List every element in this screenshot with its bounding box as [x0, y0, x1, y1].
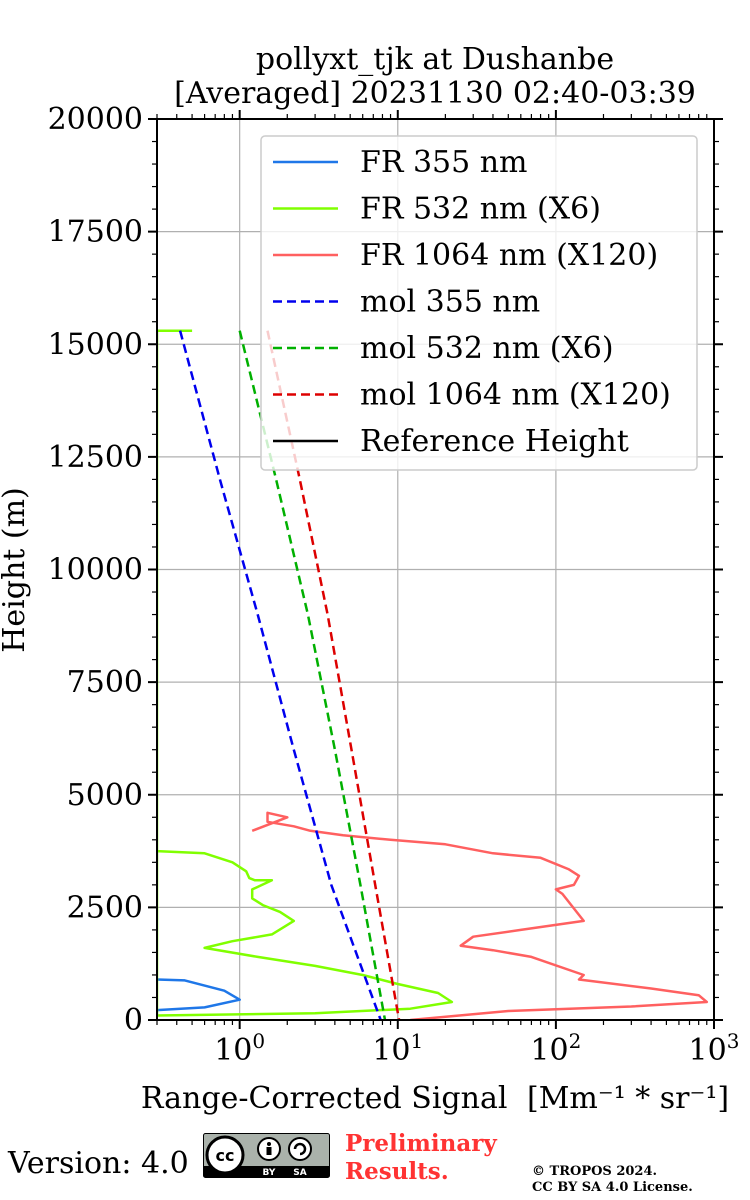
share-alike-icon: [288, 1137, 312, 1161]
version-label: Version: 4.0: [8, 1146, 189, 1181]
x-tick-labels: 100 101 102 103: [214, 1029, 739, 1068]
x-tick-label: 100: [214, 1029, 265, 1068]
lidar-profile-chart: 0 2500 5000 7500 10000 12500 15000 17500 20000 1…: [0, 102, 739, 1116]
legend-label-3: mol 355 nm: [360, 285, 540, 320]
y-tick-label: 5000: [67, 778, 143, 813]
legend-label-6: Reference Height: [360, 424, 629, 459]
y-tick-label: 7500: [67, 665, 143, 700]
legend-label-4: mol 532 nm (X6): [360, 331, 614, 366]
x-axis-label-text: Range-Corrected Signal: [141, 1081, 508, 1116]
copyright-line-1: © TROPOS 2024.: [532, 1164, 658, 1179]
x-tick-label: 103: [689, 1029, 740, 1068]
cc-by-sa-license-badge[interactable]: cc BY SA: [203, 1133, 330, 1178]
profile-line-0: [157, 978, 241, 1012]
preliminary-results-note: Preliminary Results.: [345, 1130, 497, 1186]
y-axis-label: Height (m): [0, 487, 32, 652]
legend-label-2: FR 1064 nm (X120): [360, 238, 658, 273]
y-tick-label: 2500: [67, 890, 143, 925]
profile-line-2: [251, 811, 709, 1020]
badge-by-label: BY: [263, 1168, 276, 1178]
preliminary-line-1: Preliminary: [345, 1130, 497, 1157]
legend: FR 355 nm FR 532 nm (X6) FR 1064 nm (X120)…: [260, 135, 698, 471]
y-tick-label: 15000: [48, 327, 143, 362]
profile-line-1: [157, 329, 454, 1017]
copyright-note: © TROPOS 2024. CC BY SA 4.0 License.: [532, 1164, 693, 1196]
copyright-line-2: CC BY SA 4.0 License.: [532, 1180, 693, 1195]
legend-label-1: FR 532 nm (X6): [360, 192, 601, 227]
y-tick-label: 10000: [48, 553, 143, 588]
x-tick-label: 102: [530, 1029, 581, 1068]
legend-label-5: mol 1064 nm (X120): [360, 378, 671, 413]
cc-logo-icon: [205, 1135, 245, 1175]
x-axis-label: Range-Corrected Signal [Mm⁻¹ * sr⁻¹]: [141, 1081, 729, 1116]
axis-ticks: [148, 110, 723, 1029]
x-axis-label-unit: [Mm⁻¹ * sr⁻¹]: [527, 1081, 729, 1116]
y-tick-label: 0: [124, 1003, 143, 1038]
y-tick-label: 17500: [48, 215, 143, 250]
profile-line-3: [178, 330, 382, 1020]
legend-box: [260, 135, 698, 471]
legend-label-0: FR 355 nm: [360, 145, 528, 180]
chart-title-line-1: pollyxt_tjk at Dushanbe: [255, 42, 615, 77]
x-tick-label: 101: [372, 1029, 423, 1068]
y-tick-label: 12500: [48, 440, 143, 475]
y-tick-labels: 0 2500 5000 7500 10000 12500 15000 17500 20000: [48, 102, 143, 1038]
preliminary-line-2: Results.: [345, 1158, 449, 1185]
chart-title-line-2: [Averaged] 20231130 02:40-03:39: [174, 76, 696, 111]
y-tick-label: 20000: [48, 102, 143, 137]
cc-logo-text: cc: [216, 1146, 235, 1165]
badge-sa-label: SA: [293, 1168, 306, 1178]
